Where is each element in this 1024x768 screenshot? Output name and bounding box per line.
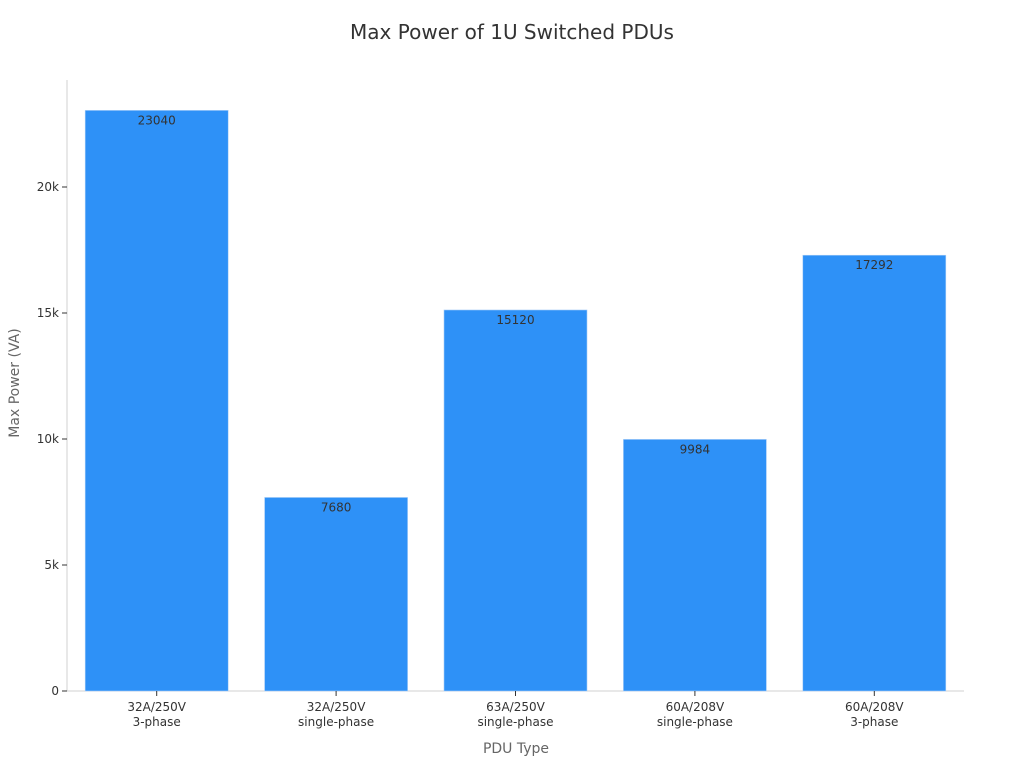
x-tick-label: 3-phase: [133, 715, 181, 729]
bar-value-label: 17292: [855, 258, 893, 272]
x-tick-label: 32A/250V: [307, 700, 366, 714]
bar-value-label: 7680: [321, 500, 352, 514]
bar: [623, 439, 767, 692]
chart-title: Max Power of 1U Switched PDUs: [350, 20, 674, 44]
x-tick-label: 32A/250V: [127, 700, 186, 714]
bar: [802, 254, 947, 692]
y-tick-label: 5k: [44, 558, 59, 572]
x-tick-label: 3-phase: [850, 715, 898, 729]
x-tick-label: single-phase: [657, 715, 733, 729]
bar-value-label: 23040: [138, 113, 176, 127]
x-tick-label: single-phase: [298, 715, 374, 729]
x-tick-label: single-phase: [477, 715, 553, 729]
bar: [264, 497, 408, 692]
y-tick-label: 15k: [37, 306, 59, 320]
bar-value-label: 15120: [496, 313, 534, 327]
x-tick-label: 63A/250V: [486, 700, 545, 714]
x-tick-label: 60A/208V: [845, 700, 904, 714]
bar: [443, 309, 588, 692]
y-tick-label: 0: [51, 684, 59, 698]
x-axis-label: PDU Type: [482, 741, 550, 757]
x-tick-label: 60A/208V: [666, 700, 725, 714]
y-tick-label: 10k: [37, 432, 59, 446]
y-tick-label: 20k: [37, 180, 59, 194]
bar-value-label: 9984: [680, 442, 711, 456]
bar: [84, 110, 229, 692]
